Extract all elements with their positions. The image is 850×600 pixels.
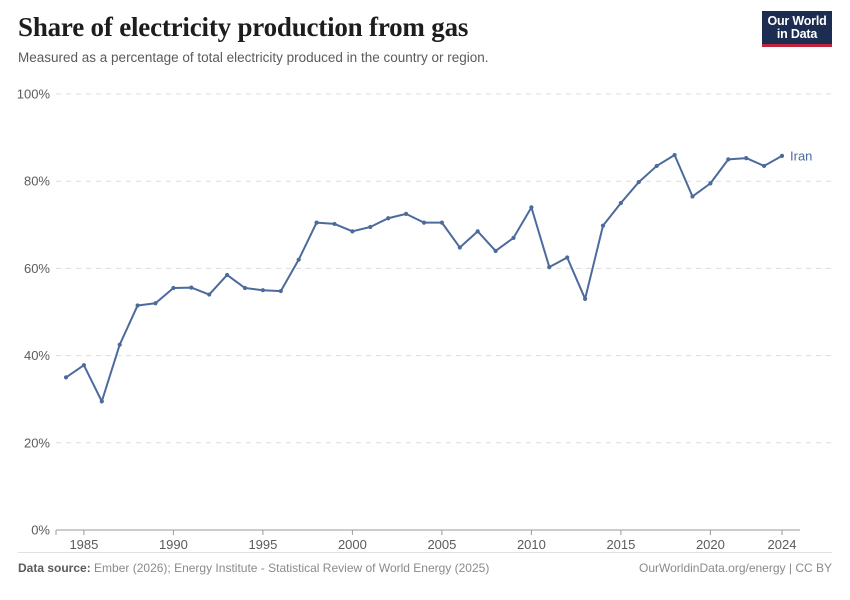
data-point[interactable] — [350, 229, 355, 234]
x-axis-tick-label: 1995 — [248, 537, 277, 552]
data-point[interactable] — [117, 342, 122, 347]
data-point[interactable] — [493, 248, 498, 254]
data-point[interactable] — [547, 264, 552, 270]
data-point[interactable] — [618, 200, 624, 206]
chart-subtitle: Measured as a percentage of total electr… — [18, 50, 489, 65]
data-point[interactable] — [708, 181, 713, 186]
chart-header: Share of electricity production from gas… — [18, 10, 832, 72]
data-point[interactable] — [260, 288, 265, 293]
chart-footer: Data source: Ember (2026); Energy Instit… — [18, 552, 832, 589]
data-point[interactable] — [529, 205, 534, 210]
data-source-value: Ember (2026); Energy Institute - Statist… — [94, 561, 490, 575]
data-point[interactable] — [242, 285, 248, 291]
x-axis-tick-label: 1985 — [69, 537, 98, 552]
data-point[interactable] — [654, 163, 659, 169]
y-axis-tick-label: 20% — [24, 435, 50, 450]
logo-line-2: in Data — [776, 26, 818, 41]
data-point[interactable] — [153, 301, 158, 306]
data-point[interactable] — [439, 220, 444, 225]
data-point[interactable] — [207, 292, 212, 297]
data-point[interactable] — [135, 303, 140, 308]
data-point[interactable] — [314, 220, 319, 225]
x-axis-tick-label: 2020 — [696, 537, 725, 552]
y-axis-tick-label: 40% — [24, 348, 50, 363]
data-point[interactable] — [690, 194, 695, 199]
data-source-text: Data source: Ember (2026); Energy Instit… — [18, 561, 489, 575]
data-point[interactable] — [99, 399, 104, 404]
data-point[interactable] — [636, 179, 641, 185]
data-point[interactable] — [189, 285, 194, 290]
y-axis-tick-label: 0% — [31, 523, 50, 538]
data-point[interactable] — [583, 296, 588, 302]
data-point[interactable] — [672, 152, 677, 158]
our-world-in-data-logo[interactable]: Our World in Data — [762, 11, 832, 47]
data-point[interactable] — [386, 216, 391, 221]
data-point[interactable] — [475, 229, 480, 234]
data-point[interactable] — [63, 375, 69, 380]
x-axis-tick-label: 1990 — [159, 537, 188, 552]
line-chart-svg[interactable]: 0% 20% 40% 60% 80% 100% 1985 1990 1995 2000 2005 20… — [0, 80, 850, 555]
series-label-iran[interactable]: Iran — [790, 148, 812, 163]
data-point[interactable] — [511, 235, 516, 240]
x-axis-tick-label: 2024 — [768, 537, 797, 552]
y-axis-tick-label: 80% — [24, 174, 50, 189]
x-axis-tick-label: 2005 — [427, 537, 456, 552]
license-link[interactable]: OurWorldinData.org/energy | CC BY — [639, 561, 832, 575]
data-point[interactable] — [726, 157, 731, 162]
y-axis-tick-label: 100% — [17, 87, 51, 102]
data-point[interactable] — [81, 363, 86, 368]
data-point[interactable] — [421, 220, 427, 225]
data-source-label: Data source: — [18, 561, 91, 575]
page-title: Share of electricity production from gas — [18, 12, 469, 42]
data-point[interactable] — [225, 272, 230, 278]
chart-plot-area: 0% 20% 40% 60% 80% 100% 1985 1990 1995 2000 2005 20… — [0, 80, 850, 555]
data-point[interactable] — [565, 255, 570, 260]
logo-line-1: Our World — [767, 13, 827, 28]
y-axis-tick-label: 60% — [24, 261, 50, 276]
x-axis-tick-label: 2015 — [606, 537, 635, 552]
data-point[interactable] — [457, 245, 462, 250]
data-point[interactable] — [368, 224, 373, 230]
series-line-iran[interactable] — [65, 154, 783, 403]
data-point[interactable] — [171, 285, 176, 291]
data-point[interactable] — [744, 155, 749, 161]
data-point[interactable] — [600, 223, 606, 228]
data-point[interactable] — [296, 257, 301, 262]
data-point[interactable] — [404, 211, 409, 216]
data-point[interactable] — [278, 288, 283, 294]
data-point[interactable] — [779, 153, 785, 159]
x-axis-tick-label: 2000 — [338, 537, 367, 552]
data-point[interactable] — [332, 221, 337, 227]
data-point[interactable] — [762, 163, 767, 169]
x-axis-tick-label: 2010 — [517, 537, 546, 552]
